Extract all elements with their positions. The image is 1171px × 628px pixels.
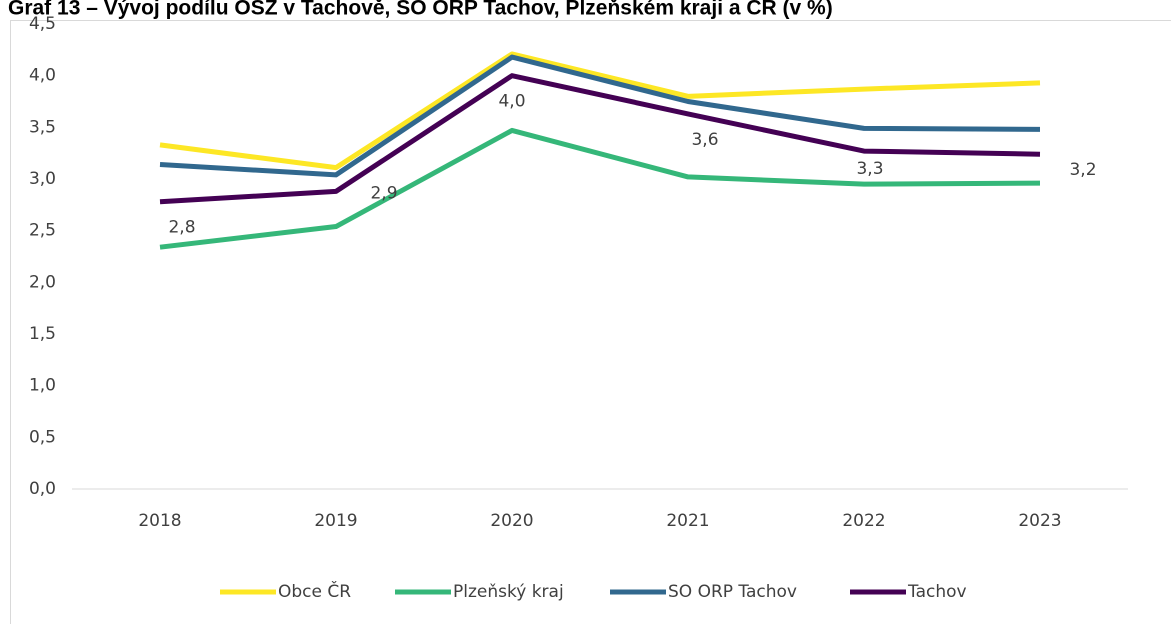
y-tick-label: 2,5 (29, 221, 56, 241)
x-tick-label: 2018 (138, 511, 181, 531)
y-tick-label: 3,0 (29, 169, 56, 189)
series-line (160, 130, 1040, 247)
y-tick-label: 2,0 (29, 272, 56, 292)
y-tick-label: 0,0 (29, 479, 56, 499)
y-tick-label: 1,0 (29, 376, 56, 396)
data-label: 2,9 (370, 183, 397, 203)
legend-label: SO ORP Tachov (668, 582, 797, 602)
data-label: 3,2 (1069, 160, 1096, 180)
data-label: 3,6 (691, 130, 718, 150)
legend-label: Tachov (907, 582, 967, 602)
chart-border (11, 21, 1171, 625)
x-tick-label: 2020 (490, 511, 533, 531)
x-tick-label: 2019 (314, 511, 357, 531)
x-tick-label: 2023 (1018, 511, 1061, 531)
x-tick-label: 2022 (842, 511, 885, 531)
y-tick-label: 1,5 (29, 324, 56, 344)
data-label: 2,8 (168, 218, 195, 238)
x-tick-label: 2021 (666, 511, 709, 531)
y-tick-label: 3,5 (29, 117, 56, 137)
legend-label: Plzeňský kraj (453, 582, 564, 602)
data-label: 4,0 (498, 92, 525, 112)
y-tick-label: 4,0 (29, 66, 56, 86)
y-tick-label: 0,5 (29, 427, 56, 447)
chart-title: Graf 13 – Vývoj podílu OSZ v Tachově, SO… (8, 0, 833, 20)
y-tick-label: 4,5 (29, 14, 56, 34)
data-label: 3,3 (856, 159, 883, 179)
legend-label: Obce ČR (278, 580, 351, 602)
